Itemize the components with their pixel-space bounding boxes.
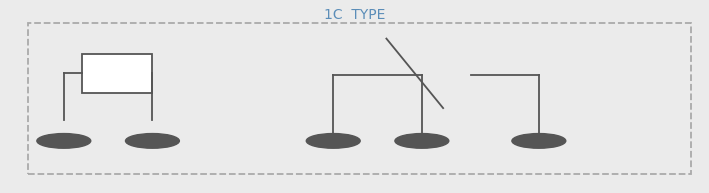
- Circle shape: [395, 134, 449, 148]
- Circle shape: [512, 134, 566, 148]
- Bar: [28, 23, 691, 174]
- Text: 1C  TYPE: 1C TYPE: [324, 8, 385, 22]
- Bar: [82, 54, 152, 93]
- Circle shape: [306, 134, 360, 148]
- Circle shape: [125, 134, 179, 148]
- Circle shape: [37, 134, 91, 148]
